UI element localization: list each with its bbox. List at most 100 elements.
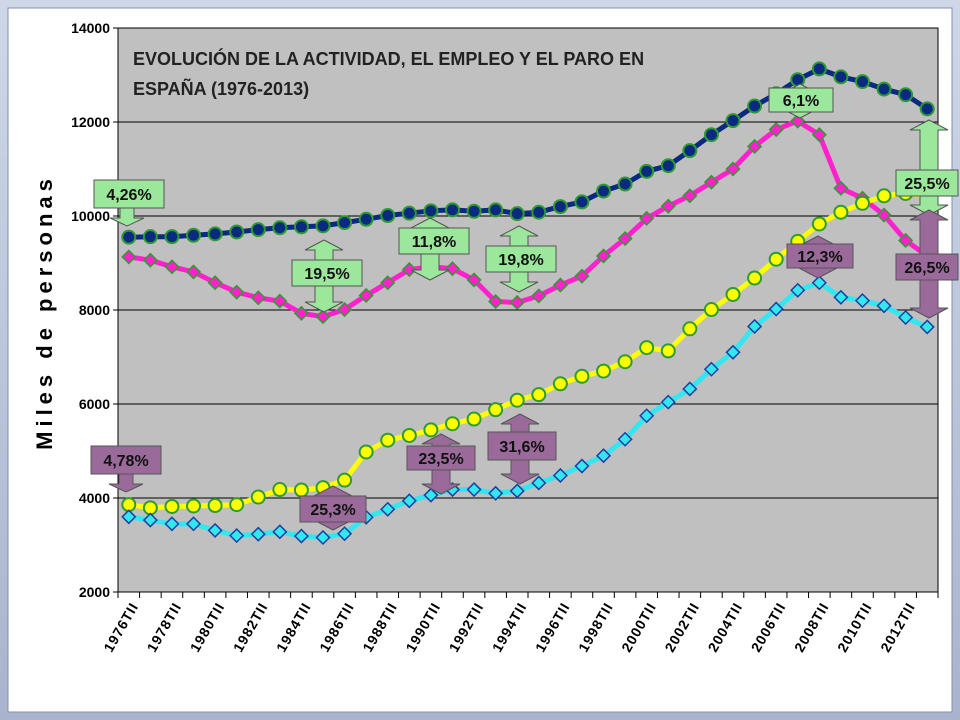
data-point [531,204,547,220]
data-point [401,262,417,278]
data-point [380,432,396,448]
data-point [293,482,309,498]
data-point [660,158,676,174]
pointer-arrow [108,473,144,493]
annotation-layer: 4,26% 19,5% 11,8% 19,8% 6,1% 25,5% 12,3% 26,5% 4… [90,83,959,531]
data-point [811,61,827,77]
data-point [531,387,547,403]
data-point [509,483,525,499]
annotation-label: 6,1% [783,93,819,110]
data-point [164,259,180,275]
data-point [358,444,374,460]
data-point [229,284,245,300]
annotation-label: 12,3% [797,249,842,266]
annotation-label: 23,5% [418,451,463,468]
data-point [703,174,719,190]
data-point [466,272,482,288]
annotation-badge [895,253,959,281]
data-point [552,376,568,392]
data-point [444,416,460,432]
data-point [293,528,309,544]
data-point [768,121,784,138]
data-point [207,522,223,538]
data-point [315,218,331,234]
data-point [423,203,439,219]
y-tick-label: 6000 [79,396,110,412]
data-point [142,252,158,268]
data-point [725,161,741,177]
annotation-label: 26,5% [904,260,949,277]
data-point [337,526,353,542]
data-point [121,497,137,513]
data-point [811,127,827,143]
annotation-label: 4,26% [106,187,151,204]
data-point [747,270,763,286]
data-point [185,516,202,532]
data-point [747,138,763,155]
data-point [747,318,763,335]
data-point [898,309,914,326]
data-point [466,203,482,219]
annotation-badge [487,431,557,461]
data-point [833,289,849,305]
data-point [898,87,914,103]
annotation-label: 25,5% [904,176,949,193]
data-point [574,268,590,284]
data-point [919,319,935,335]
data-point [660,394,676,410]
data-point [488,485,504,501]
data-point [660,343,676,359]
data-point [682,321,698,337]
data-point [876,207,892,223]
data-point [423,487,439,503]
chart-subtitle: ESPAÑA (1976-2013) [133,78,309,99]
data-point [725,286,741,302]
annotation-label: 19,8% [498,252,543,269]
data-point [272,220,288,236]
data-point [531,475,547,491]
data-point [358,211,374,227]
annotation-badge [398,227,470,255]
y-axis-ticks: 2000 4000 6000 8000 10000 12000 14000 [71,20,118,600]
annotation-badge [786,243,854,269]
y-tick-label: 4000 [79,490,110,506]
data-point [250,489,266,505]
data-point [725,113,741,129]
series-layer [121,61,935,546]
data-point [790,72,806,88]
data-point [164,229,180,245]
data-point [703,127,719,143]
data-point [423,422,439,438]
data-point [552,467,568,484]
data-point [811,216,827,232]
data-point [682,188,698,204]
data-point [811,275,827,291]
data-point [380,275,396,291]
data-point [337,301,353,318]
data-point [595,248,612,264]
data-point [552,277,568,293]
data-point [250,526,266,542]
data-point [250,222,266,238]
data-point [833,69,849,85]
data-point [703,302,719,318]
annotation-badge [90,445,162,475]
data-point [337,472,353,488]
data-point [617,176,633,192]
data-point [488,202,504,218]
y-tick-label: 8000 [79,302,110,318]
data-point [186,498,202,514]
data-point [574,194,590,210]
data-point [466,481,482,498]
data-point [380,501,396,517]
data-point [444,261,461,277]
data-point [207,226,223,242]
data-point [121,509,137,525]
data-point [531,288,547,304]
data-point [725,344,741,360]
data-point [854,293,871,309]
data-point [186,227,202,243]
data-point [250,290,266,306]
data-point [876,188,892,204]
